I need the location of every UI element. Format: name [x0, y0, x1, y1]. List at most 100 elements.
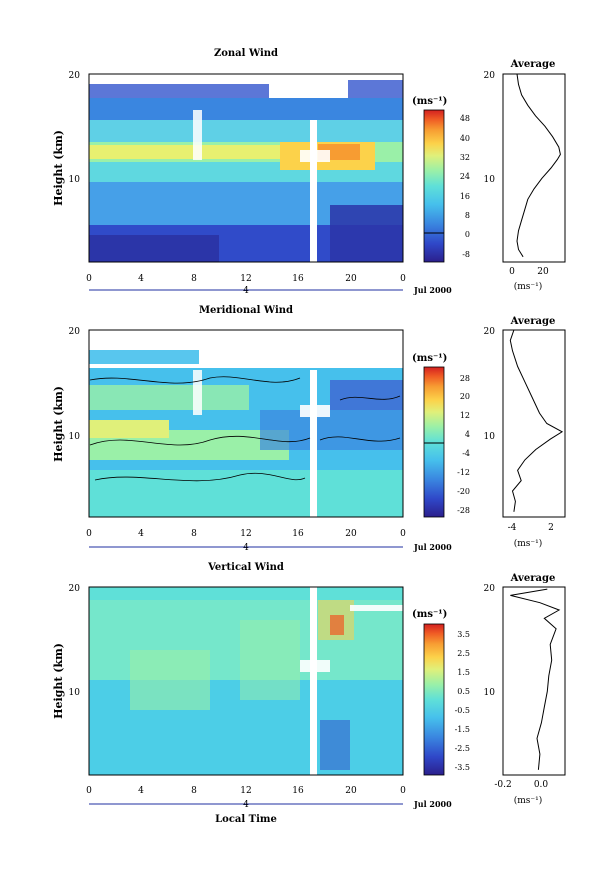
x-tick-label: 2 — [548, 523, 554, 533]
x-tick-label: 16 — [292, 274, 304, 284]
profile-title: Average — [510, 59, 556, 70]
x-tick-label: 4 — [138, 529, 144, 539]
x-axis: 0 4 8 12 16 20 0 — [86, 786, 406, 796]
x-tick-label: 16 — [292, 786, 304, 796]
date-label: Jul 2000 — [413, 285, 452, 295]
x-tick-label: 4 — [138, 274, 144, 284]
x-tick-label: 12 — [240, 529, 251, 539]
cbar-tick: 32 — [460, 153, 470, 162]
cbar-tick: -20 — [457, 487, 470, 496]
cbar-tick: 3.5 — [457, 630, 470, 639]
x-axis: 0 4 8 12 16 20 0 — [86, 529, 406, 539]
x-axis: 0 4 8 12 16 20 0 — [86, 274, 406, 284]
cbar-tick: 8 — [465, 211, 470, 220]
cbar-tick: 24 — [460, 172, 470, 181]
profile-panel: Average 10 20 -0.2 0.0 (ms⁻¹) — [484, 573, 566, 806]
x-tick-label: 8 — [191, 274, 197, 284]
profile-title: Average — [510, 573, 556, 584]
x-tick-label: 0 — [400, 274, 406, 284]
y-axis: 10 20 — [69, 71, 81, 185]
cbar-tick: 4 — [465, 430, 470, 439]
profile-unit: (ms⁻¹) — [514, 795, 543, 806]
cbar-tick: 12 — [460, 411, 470, 420]
cbar-tick: 28 — [460, 374, 470, 383]
y-tick-label: 10 — [484, 688, 496, 698]
day-axis: 4 Jul 2000 — [89, 542, 452, 553]
y-tick-label: 10 — [69, 175, 81, 185]
x-axis-label: Local Time — [215, 814, 277, 825]
panel-meridional-wind: Meridional Wind Height (km) 0 4 — [52, 305, 566, 553]
cbar-tick: -2.5 — [455, 744, 470, 753]
y-axis-label: Height (km) — [52, 643, 65, 719]
x-tick-label: 12 — [240, 274, 251, 284]
cbar-tick: -0.5 — [455, 706, 470, 715]
colorbar: (ms⁻¹) 3.5 2.5 1.5 0.5 -0.5 -1.5 -2.5 -3… — [412, 609, 470, 776]
cbar-tick: -8 — [462, 250, 470, 259]
cbar-tick: 48 — [460, 114, 470, 123]
x-tick-label: 0 — [400, 529, 406, 539]
profile-panel: Average 10 20 -4 2 (ms⁻¹) — [484, 316, 566, 549]
heatmap-area — [89, 74, 403, 262]
x-tick-label: 20 — [345, 786, 357, 796]
colorbar-unit: (ms⁻¹) — [412, 609, 447, 620]
y-axis: 10 20 — [69, 327, 81, 442]
y-tick-label: 20 — [484, 584, 496, 594]
x-tick-label: 4 — [138, 786, 144, 796]
x-tick-label: 16 — [292, 529, 304, 539]
cbar-tick: 0.5 — [457, 687, 470, 696]
x-tick-label: 20 — [537, 267, 549, 277]
x-tick-label: 0 — [86, 529, 92, 539]
x-tick-label: 8 — [191, 786, 197, 796]
cbar-tick: 16 — [460, 192, 470, 201]
profile-line — [509, 329, 564, 512]
y-tick-label: 10 — [69, 688, 81, 698]
x-tick-label: -0.2 — [494, 780, 511, 790]
plot-frame — [88, 73, 404, 263]
x-tick-label: 0 — [509, 267, 515, 277]
plot-frame — [88, 586, 404, 776]
y-tick-label: 20 — [69, 327, 81, 337]
day-label: 4 — [243, 286, 249, 296]
profile-line — [510, 588, 561, 770]
y-tick-label: 10 — [484, 175, 496, 185]
profile-panel: Average 10 20 0 20 (ms⁻¹) — [484, 59, 566, 292]
cbar-tick: 0 — [465, 230, 470, 239]
panel-zonal-wind: Zonal Wind Height (km) 0 4 8 — [52, 48, 566, 296]
panel-title: Zonal Wind — [214, 48, 278, 59]
heatmap-area — [89, 330, 403, 517]
heatmap-area — [89, 587, 403, 775]
cbar-tick: -12 — [457, 468, 470, 477]
profile-unit: (ms⁻¹) — [514, 538, 543, 549]
y-tick-label: 20 — [69, 71, 81, 81]
x-tick-label: 0 — [400, 786, 406, 796]
cbar-tick: 1.5 — [457, 668, 470, 677]
cbar-tick: 40 — [460, 134, 470, 143]
colorbar: (ms⁻¹) 28 20 12 4 -4 -12 -20 -28 — [412, 353, 470, 518]
profile-unit: (ms⁻¹) — [514, 281, 543, 292]
x-tick-label: 12 — [240, 786, 251, 796]
cbar-tick: 20 — [460, 392, 470, 401]
profile-line — [516, 73, 561, 258]
x-tick-label: 0 — [86, 786, 92, 796]
y-tick-label: 20 — [484, 327, 496, 337]
cbar-tick: -4 — [462, 449, 470, 458]
cbar-tick: 2.5 — [457, 649, 470, 658]
cbar-tick: -3.5 — [455, 763, 470, 772]
day-axis: 4 Jul 2000 Local Time — [89, 799, 452, 825]
colorbar: (ms⁻¹) 48 40 32 24 16 8 0 -8 — [412, 96, 470, 263]
y-axis-label: Height (km) — [52, 386, 65, 462]
date-label: Jul 2000 — [413, 799, 452, 809]
y-axis: 10 20 — [69, 584, 81, 698]
y-tick-label: 10 — [69, 432, 81, 442]
cbar-tick: -28 — [457, 506, 470, 515]
day-axis: 4 Jul 2000 — [89, 285, 452, 296]
day-label: 4 — [243, 800, 249, 810]
panel-vertical-wind: Vertical Wind Height (km) 0 4 8 12 16 20… — [52, 562, 566, 825]
panel-title: Meridional Wind — [199, 305, 293, 316]
x-tick-label: 20 — [345, 529, 357, 539]
y-tick-label: 10 — [484, 432, 496, 442]
x-tick-label: 0 — [86, 274, 92, 284]
cbar-tick: -1.5 — [455, 725, 470, 734]
panel-title: Vertical Wind — [207, 562, 284, 573]
